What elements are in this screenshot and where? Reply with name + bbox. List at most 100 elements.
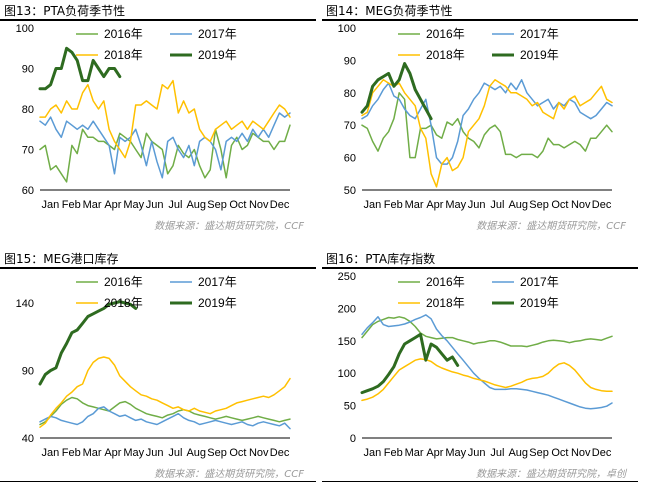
- x-tick-label: Aug: [508, 447, 528, 459]
- series-line-2019: [38, 300, 138, 386]
- x-tick-label: Apr: [104, 447, 121, 459]
- chart-title: 图15：MEG港口库存: [4, 252, 119, 266]
- source-note: 数据来源：盛达期货研究院，CCF: [476, 221, 626, 232]
- source-note: 数据来源：盛达期货研究院，CCF: [154, 221, 304, 232]
- x-tick-label: Jan: [42, 199, 60, 211]
- line-chart: 0 50 100 150 200 250 Jan Feb Mar Apr May Jun Jul Aug S…: [338, 271, 613, 459]
- legend-label: 2018年: [104, 296, 143, 310]
- legend-label: 2017年: [520, 27, 559, 41]
- y-tick-label: 90: [22, 366, 34, 378]
- x-tick-label: Feb: [384, 447, 403, 459]
- title-divider: [322, 267, 638, 269]
- y-tick-label: 90: [344, 55, 356, 67]
- x-tick-label: Dec: [592, 199, 612, 211]
- x-tick-label: Jan: [42, 447, 60, 459]
- x-tick-label: Mar: [83, 199, 102, 211]
- panel-pta-inventory-index: 图16：PTA库存指数 0 50 100 150 200 250 Jan Feb Mar Apr M…: [322, 248, 638, 488]
- y-tick-label: 100: [338, 368, 356, 380]
- series-line-2018: [39, 79, 291, 159]
- legend-label: 2017年: [520, 275, 559, 289]
- bottom-divider: [322, 481, 638, 482]
- title-divider: [0, 267, 316, 269]
- series-line-2016: [39, 396, 291, 426]
- x-tick-label: Dec: [270, 199, 290, 211]
- y-tick-label: 60: [344, 153, 356, 165]
- y-tick-label: 70: [344, 120, 356, 132]
- series-line-2017: [361, 79, 613, 165]
- y-tick-label: 140: [16, 298, 34, 310]
- legend-label: 2019年: [520, 296, 559, 310]
- panel-meg-load: 图14：MEG负荷季节性 50 60 70 80 90 100 Jan Feb Mar Apr Ma…: [322, 0, 638, 240]
- y-tick-label: 90: [22, 64, 34, 76]
- x-tick-label: Jun: [146, 447, 164, 459]
- x-tick-label: Jul: [490, 199, 504, 211]
- x-tick-label: Aug: [186, 447, 206, 459]
- series-line-2017: [39, 406, 291, 430]
- x-tick-label: Apr: [104, 199, 121, 211]
- series-line-2019: [360, 332, 460, 395]
- y-tick-label: 0: [350, 433, 356, 445]
- x-tick-label: Jan: [364, 199, 382, 211]
- legend-label: 2018年: [104, 48, 143, 62]
- series-line-2019: [360, 62, 433, 121]
- title-divider: [0, 19, 316, 21]
- x-tick-label: Feb: [384, 199, 403, 211]
- x-tick-label: Mar: [405, 447, 424, 459]
- line-chart: 60 70 80 90 100 Jan Feb Mar Apr May Jun Jul Aug Sep Oc…: [16, 23, 291, 211]
- legend-label: 2016年: [104, 275, 143, 289]
- y-tick-label: 50: [344, 401, 356, 413]
- x-tick-label: May: [445, 199, 466, 211]
- legend-label: 2018年: [426, 296, 465, 310]
- source-note: 数据来源：盛达期货研究院，卓创: [476, 469, 626, 480]
- y-tick-label: 80: [344, 88, 356, 100]
- y-tick-label: 200: [338, 303, 356, 315]
- y-tick-label: 70: [22, 145, 34, 157]
- x-tick-label: Feb: [62, 447, 81, 459]
- x-tick-label: Oct: [551, 447, 568, 459]
- chart-title: 图14：MEG负荷季节性: [326, 4, 453, 18]
- series-line-2016: [361, 92, 613, 159]
- y-tick-label: 50: [344, 185, 356, 197]
- legend-label: 2017年: [198, 275, 237, 289]
- series-line-2018: [361, 79, 613, 188]
- series-line-2016: [39, 124, 291, 183]
- x-tick-label: May: [123, 447, 144, 459]
- x-tick-label: Apr: [426, 199, 443, 211]
- series-line-2017: [361, 314, 613, 410]
- title-divider: [322, 19, 638, 21]
- bottom-divider: [0, 481, 316, 482]
- series-line-2017: [39, 112, 291, 179]
- x-tick-label: Sep: [529, 447, 549, 459]
- chart-title: 图13：PTA负荷季节性: [4, 4, 126, 18]
- x-tick-label: Nov: [571, 199, 591, 211]
- x-tick-label: Jul: [490, 447, 504, 459]
- x-tick-label: Jul: [168, 199, 182, 211]
- series-line-2019: [38, 46, 122, 91]
- legend-label: 2016年: [426, 275, 465, 289]
- source-note: 数据来源：盛达期货研究院，CCF: [154, 469, 304, 480]
- x-tick-label: Oct: [551, 199, 568, 211]
- x-tick-label: Sep: [207, 447, 227, 459]
- x-tick-label: Dec: [270, 447, 290, 459]
- series-line-2018: [39, 356, 291, 428]
- panel-meg-port-inventory: 图15：MEG港口库存 40 90 140 Jan Feb Mar Apr May Jun Jul…: [0, 248, 316, 488]
- x-tick-label: Nov: [249, 447, 269, 459]
- x-tick-label: Jun: [468, 199, 486, 211]
- x-tick-label: Nov: [571, 447, 591, 459]
- x-tick-label: Sep: [529, 199, 549, 211]
- y-tick-label: 60: [22, 185, 34, 197]
- legend-label: 2018年: [426, 48, 465, 62]
- x-tick-label: Jun: [146, 199, 164, 211]
- legend-label: 2019年: [198, 48, 237, 62]
- legend-label: 2016年: [104, 27, 143, 41]
- x-tick-label: Jul: [168, 447, 182, 459]
- x-tick-label: Oct: [229, 447, 246, 459]
- legend-label: 2017年: [198, 27, 237, 41]
- x-tick-label: Aug: [186, 199, 206, 211]
- y-tick-label: 40: [22, 433, 34, 445]
- y-tick-label: 100: [338, 23, 356, 35]
- x-tick-label: Dec: [592, 447, 612, 459]
- legend-label: 2019年: [198, 296, 237, 310]
- legend-label: 2016年: [426, 27, 465, 41]
- y-tick-label: 250: [338, 271, 356, 283]
